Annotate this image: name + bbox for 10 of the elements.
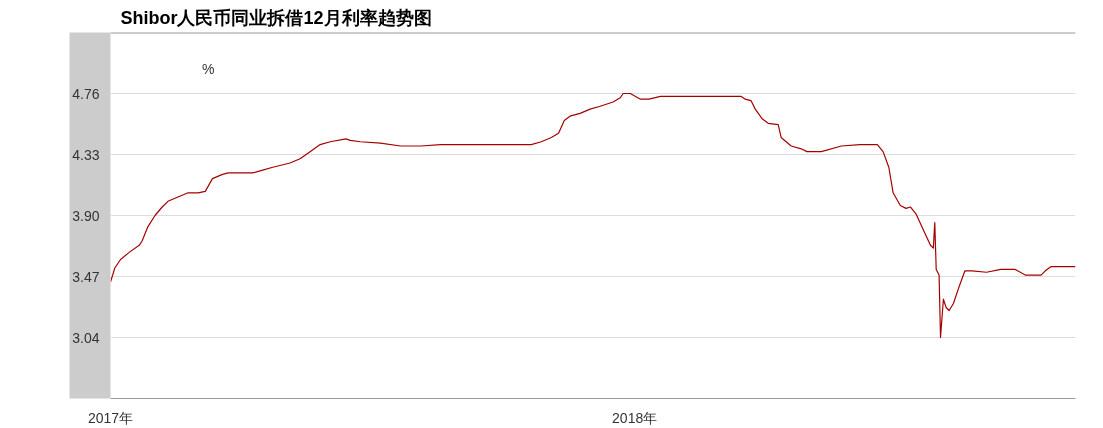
y-tick-label: 4.33 bbox=[72, 146, 100, 163]
x-tick-label: 2017年 bbox=[87, 409, 134, 426]
line-series bbox=[110, 92, 1076, 339]
x-tick-label: 2018年 bbox=[612, 409, 658, 426]
y-tick-label: 3.90 bbox=[72, 207, 100, 224]
chart-title: Shibor人民币同业拆借12月利率趋势图 bbox=[120, 7, 432, 28]
y-axis-title: % bbox=[202, 60, 215, 77]
y-tick-label: 4.76 bbox=[72, 85, 100, 102]
y-tick-label: 3.04 bbox=[72, 329, 100, 346]
y-tick-label: 3.47 bbox=[72, 268, 100, 285]
